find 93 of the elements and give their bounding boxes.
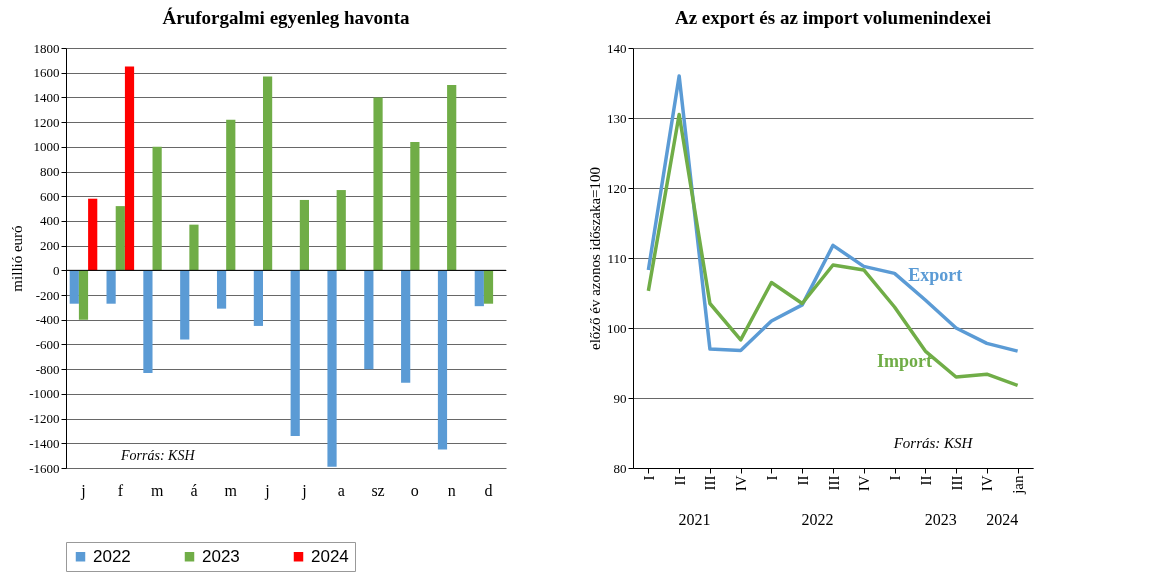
bar [327,270,337,467]
x-tick-label: I [887,475,904,481]
x-tick-label: m [224,481,238,499]
x-tick-label: IV [733,475,750,492]
x-tick-label: f [117,481,124,499]
y-tick-label: -1200 [29,411,60,427]
bar [106,270,116,304]
bar [290,270,300,436]
y-tick-label: -600 [35,336,60,352]
x-tick-label: á [190,481,198,499]
bar [373,97,383,271]
y-tick-label: 90 [613,390,627,406]
bar [115,206,125,271]
x-tick-label: IV [856,475,873,492]
y-tick-label: 130 [607,110,627,126]
bar [216,270,227,309]
x-tick-label: j [264,481,270,500]
bar [262,76,273,271]
x-tick-label: I [763,475,780,481]
x-tick-label: j [80,481,86,500]
bar [401,270,411,383]
y-tick-label: 140 [607,40,627,56]
x-tick-label: II [794,475,811,486]
y-tick-label: 80 [613,460,627,476]
y-tick-label: 0 [53,262,60,278]
y-tick-label: 200 [40,238,60,254]
bar [253,270,263,326]
y-tick-label: -1600 [29,460,60,476]
x-tick-label: III [825,475,842,491]
legend-label: 2024 [311,546,349,566]
bar [152,146,162,271]
text: 2023 [924,511,957,528]
text: 2021 [678,511,711,528]
series-label: Export [908,265,963,285]
chart-title: Az export és az import volumenindexei [674,7,992,28]
bar [474,270,484,307]
bar [69,270,79,304]
bar [447,85,457,271]
x-tick-label: II [917,475,934,486]
bar [124,66,135,271]
y-tick-label: 800 [40,164,60,180]
x-tick-label: III [948,475,965,491]
x-tick-label: III [702,475,719,491]
bar [78,270,89,320]
y-tick-label: 1800 [33,40,60,56]
x-tick-label: IV [979,475,996,492]
x-tick-label: d [484,481,493,499]
y-tick-label: -800 [35,361,60,377]
series-label: Import [877,351,933,371]
bar [437,270,448,450]
y-tick-label: -1400 [29,435,60,451]
line-series [646,112,1020,388]
bar [336,190,346,271]
legend-label: 2023 [202,546,240,566]
legend-label: 2022 [93,546,131,566]
bar [88,198,98,271]
x-tick-label: jan [1010,475,1027,495]
text: 2022 [801,511,834,528]
y-tick-label: 1200 [33,114,60,130]
y-tick-label: -400 [35,312,60,328]
x-tick-label: II [671,475,688,486]
bar [226,119,236,271]
x-tick-label: n [447,481,456,499]
y-tick-label: 600 [40,188,60,204]
bar [180,270,190,340]
x-tick-label: o [410,481,419,499]
x-tick-label: m [150,481,164,499]
y-tick-label: 120 [607,180,627,196]
y-axis-title: millió euró [9,225,26,292]
y-tick-label: 110 [607,250,627,266]
y-tick-label: 400 [40,213,60,229]
x-tick-label: a [337,481,345,499]
y-tick-label: -200 [35,287,60,303]
annotation: Forrás: KSH [892,435,974,451]
x-tick-label: sz [371,481,385,499]
bar [143,270,153,373]
bar [410,141,420,271]
bar [364,270,374,370]
y-tick-label: 1600 [33,65,60,81]
line-series [646,74,1020,353]
text: 2024 [986,511,1019,528]
y-tick-label: 1400 [33,89,60,105]
y-tick-label: 100 [607,320,627,336]
x-tick-label: I [640,475,657,481]
y-tick-label: -1000 [29,386,60,402]
bar [189,224,199,271]
bar [299,199,310,271]
bar [483,270,494,304]
y-tick-label: 1000 [33,139,60,155]
x-tick-label: j [301,481,307,500]
chart-title: Áruforgalmi egyenleg havonta [162,7,410,28]
annotation: Forrás: KSH [120,448,196,463]
y-axis-title: előző év azonos időszaka=100 [587,167,603,350]
